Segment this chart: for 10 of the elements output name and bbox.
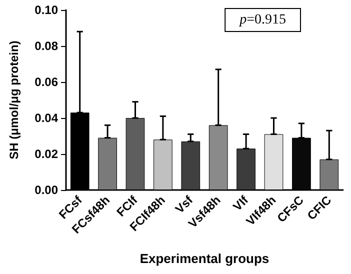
- y-tick-label: 0.04: [34, 111, 58, 125]
- y-axis-title: SH (μmol/μg protein): [7, 40, 21, 160]
- y-tick-label: 0.06: [34, 75, 58, 89]
- y-tick-label: 0.10: [34, 3, 58, 17]
- annotation: p=0.915: [238, 12, 286, 28]
- x-axis-title: Experimental groups: [140, 251, 270, 266]
- y-tick-label: 0.00: [34, 183, 58, 197]
- y-tick-label: 0.08: [34, 39, 58, 53]
- x-tick-label: VIf: [230, 192, 252, 214]
- y-tick-label: 0.02: [34, 147, 58, 161]
